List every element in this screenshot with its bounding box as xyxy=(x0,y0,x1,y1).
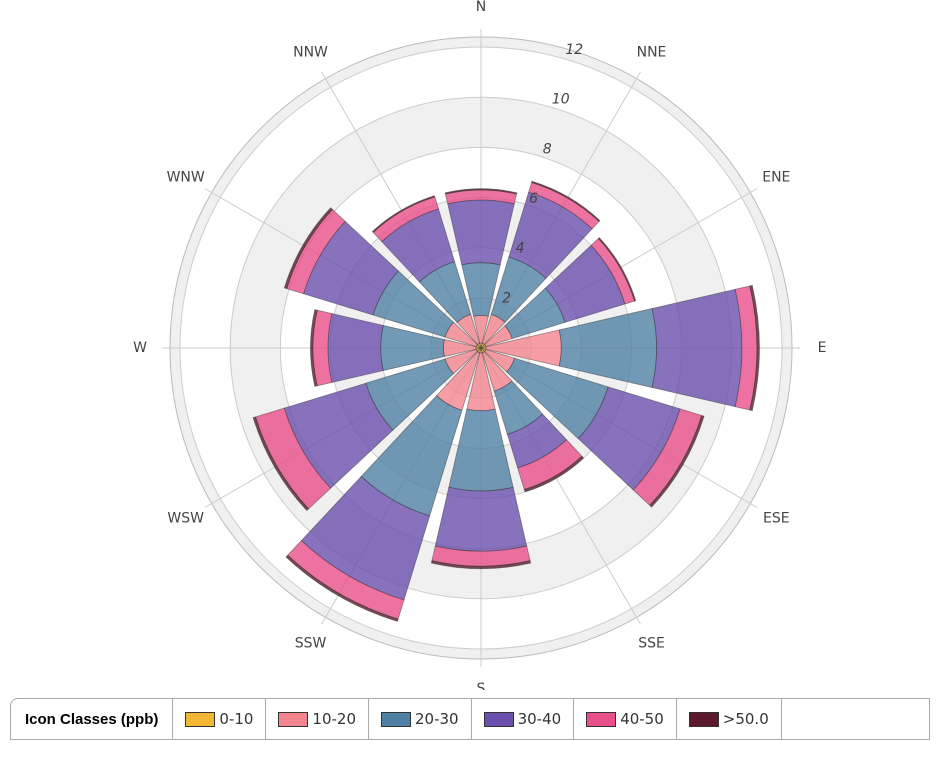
legend-title: Icon Classes (ppb) xyxy=(11,699,174,739)
legend-label: 20-30 xyxy=(415,710,459,728)
wedge-segment xyxy=(523,455,585,493)
legend-swatch xyxy=(688,711,719,727)
direction-label: W xyxy=(133,340,147,356)
legend-swatch xyxy=(278,711,309,727)
wedge-segment xyxy=(651,288,743,408)
legend-item: >50.0 xyxy=(677,699,782,739)
direction-label: S xyxy=(477,681,486,690)
legend-label: 10-20 xyxy=(312,710,356,728)
direction-label: WSW xyxy=(167,511,204,527)
radial-tick-label: 8 xyxy=(543,141,552,157)
direction-label: NNE xyxy=(637,45,667,61)
direction-label: SSW xyxy=(295,635,327,651)
direction-label: ESE xyxy=(763,511,790,527)
legend-label: >50.0 xyxy=(722,710,769,728)
direction-label: SSE xyxy=(638,635,665,651)
wedge-segment xyxy=(371,195,436,234)
direction-label: E xyxy=(818,340,827,356)
legend-item: 30-40 xyxy=(472,699,575,739)
direction-label: NNW xyxy=(293,45,328,61)
wedge-segment xyxy=(597,237,637,302)
direction-label: N xyxy=(476,0,486,15)
radial-tick-label: 6 xyxy=(529,191,538,207)
wedge-segment xyxy=(327,313,384,383)
wedge-segment xyxy=(434,486,528,552)
wedge-segment xyxy=(430,560,532,570)
wedge-segment xyxy=(310,309,318,387)
legend-label: 40-50 xyxy=(620,710,664,728)
wedge-segment xyxy=(649,414,705,508)
wedge-segment xyxy=(531,180,601,223)
chart: N NNE ENE E ESE SSE S SSW WSW W WNW NNW 2 4 6 8 10 12 xyxy=(133,0,827,697)
legend-swatch xyxy=(381,711,411,727)
legend-item: 40-50 xyxy=(574,699,677,739)
radial-tick-label: 12 xyxy=(565,42,583,58)
legend-swatch xyxy=(185,711,216,727)
legend-label: 30-40 xyxy=(517,710,562,728)
wedge-segment xyxy=(285,554,399,622)
radial-tick-label: 2 xyxy=(502,290,511,306)
legend: Icon Classes (ppb) 0-10 10-20 20-30 30-40 40… xyxy=(10,698,930,740)
direction-label: ENE xyxy=(762,170,790,186)
wedge-segment xyxy=(283,207,333,290)
legend-item: 10-20 xyxy=(266,699,369,739)
legend-swatch xyxy=(586,711,617,727)
wedge-segment xyxy=(444,188,518,195)
radial-tick-label: 10 xyxy=(552,92,570,108)
legend-label: 0-10 xyxy=(219,710,254,728)
radial-tick-label: 4 xyxy=(516,241,525,257)
legend-item: 0-10 xyxy=(173,699,267,739)
legend-swatch xyxy=(483,711,514,727)
legend-item: 20-30 xyxy=(369,699,472,739)
direction-label: WNW xyxy=(167,170,205,186)
wedge-segment xyxy=(252,416,310,512)
wedge-segment xyxy=(749,284,760,412)
